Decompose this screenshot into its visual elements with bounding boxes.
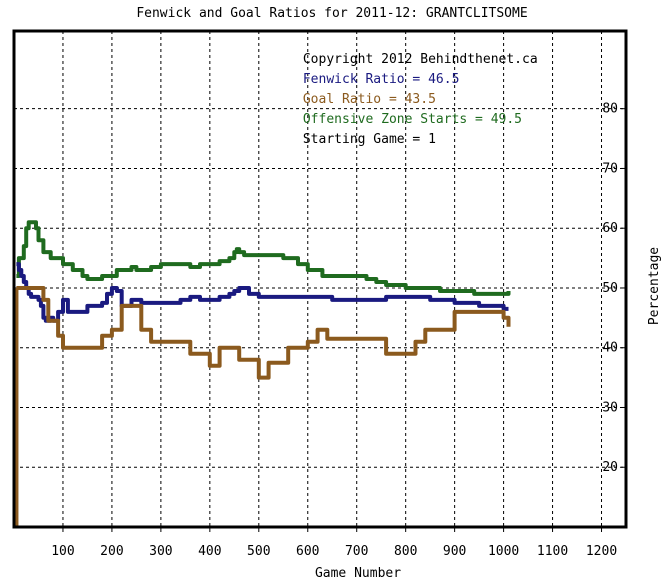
x-tick-label: 200 [100,544,123,559]
series-layer [14,220,511,527]
y-axis-ticks: 20 30 40 50 60 70 80 [602,102,626,475]
y-tick-label: 50 [602,281,618,296]
y-tick-label: 20 [602,460,618,475]
fenwick-ratio-line [16,262,509,323]
legend-entry: Fenwick Ratio = 46.5 [303,72,460,87]
gridlines [14,31,626,527]
y-tick-label: 80 [602,102,618,117]
y-tick-label: 30 [602,400,618,415]
x-tick-label: 1100 [537,544,568,559]
x-axis-ticks: 100 200 300 400 500 600 700 800 900 1000 1100 1200 [51,527,617,559]
y-tick-label: 40 [602,341,618,356]
chart-title: Fenwick and Goal Ratios for 2011-12: GRA… [136,6,527,21]
y-tick-label: 60 [602,221,618,236]
x-tick-label: 300 [149,544,172,559]
goal-ratio-line [16,286,511,380]
legend-entry: Copyright 2012 Behindthenet.ca [303,52,538,67]
plot-frame [12,29,628,529]
offensive-zone-starts-line [16,220,511,296]
legend-entry: Offensive Zone Starts = 49.5 [303,112,522,127]
x-tick-label: 1000 [488,544,519,559]
legend-entry: Goal Ratio = 43.5 [303,92,436,107]
x-tick-label: 400 [198,544,221,559]
y-tick-label: 70 [602,161,618,176]
x-tick-label: 500 [247,544,270,559]
legend-entry: Starting Game = 1 [303,132,436,147]
x-tick-label: 700 [345,544,368,559]
x-tick-label: 100 [51,544,74,559]
x-tick-label: 900 [443,544,466,559]
x-axis-label: Game Number [315,566,401,580]
x-tick-label: 600 [296,544,319,559]
x-tick-label: 800 [394,544,417,559]
x-tick-label: 1200 [586,544,617,559]
y-axis-label: Percentage [647,247,662,325]
legend: Copyright 2012 Behindthenet.ca Fenwick Ra… [303,52,538,147]
